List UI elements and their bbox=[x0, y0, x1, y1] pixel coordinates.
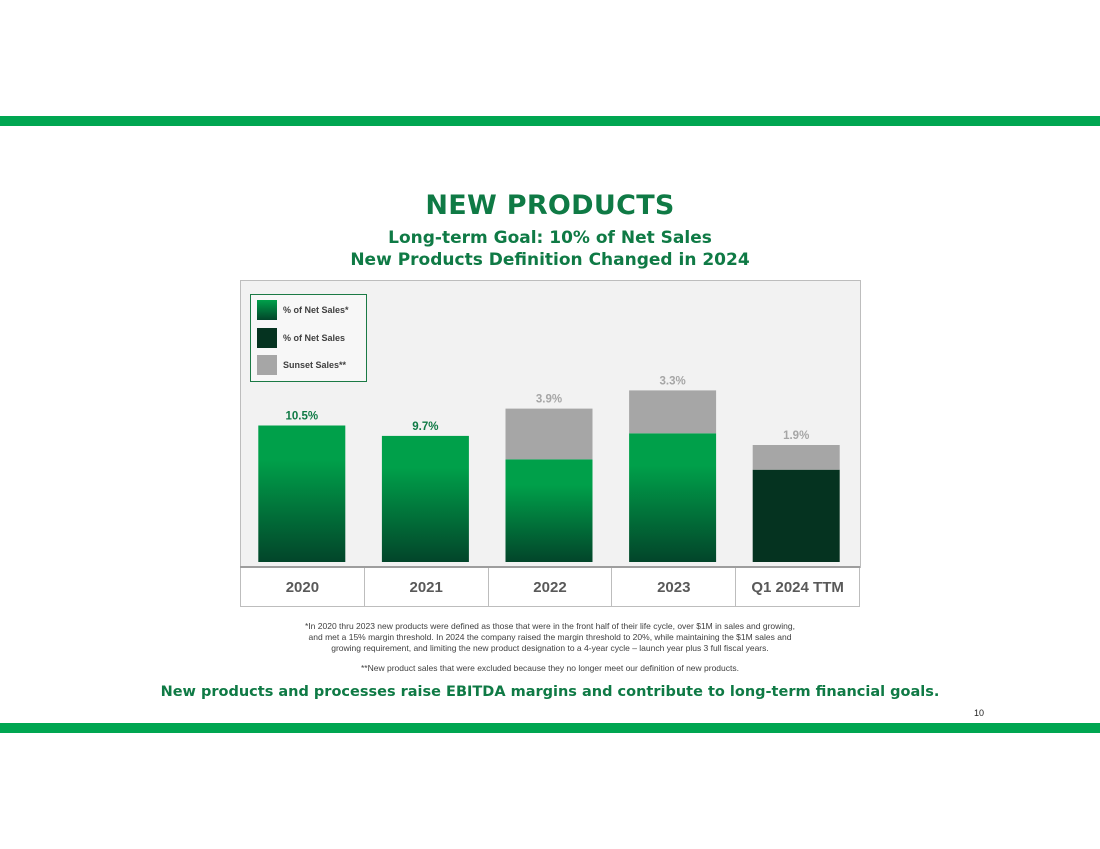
page-title: NEW PRODUCTS bbox=[425, 190, 675, 221]
legend-swatch-sunset bbox=[257, 355, 277, 375]
legend-label: % of Net Sales* bbox=[283, 305, 349, 315]
legend-item: Sunset Sales** bbox=[257, 355, 346, 375]
page-number: 10 bbox=[973, 708, 984, 718]
subtitle-goal: Long-term Goal: 10% of Net Sales bbox=[388, 228, 712, 248]
legend-swatch-net-sales bbox=[257, 328, 277, 348]
takeaway-statement: New products and processes raise EBITDA … bbox=[160, 684, 940, 700]
chart-x-axis-line bbox=[240, 566, 860, 568]
footnote-line: *In 2020 thru 2023 new products were def… bbox=[305, 621, 795, 631]
subtitle-definition: New Products Definition Changed in 2024 bbox=[350, 250, 750, 270]
legend-label: % of Net Sales bbox=[283, 333, 346, 343]
legend-label: Sunset Sales** bbox=[283, 360, 347, 370]
category-label: 2020 bbox=[241, 568, 365, 606]
footnote-sunset: **New product sales that were excluded b… bbox=[360, 663, 739, 673]
category-label: 2023 bbox=[612, 568, 737, 606]
footnote-line: growing requirement, and limiting the ne… bbox=[331, 643, 769, 653]
category-label: 2022 bbox=[489, 568, 613, 606]
legend-item: % of Net Sales* bbox=[257, 300, 349, 320]
chart-legend: % of Net Sales* % of Net Sales Sunset Sa… bbox=[250, 294, 367, 382]
legend-swatch-new-products bbox=[257, 300, 277, 320]
legend-item: % of Net Sales bbox=[257, 328, 345, 348]
category-label: 2021 bbox=[365, 568, 489, 606]
category-axis: 2020 2021 2022 2023 Q1 2024 TTM bbox=[240, 568, 860, 607]
footnote-line: and met a 15% margin threshold. In 2024 … bbox=[308, 632, 792, 642]
footnote-definition: *In 2020 thru 2023 new products were def… bbox=[0, 621, 1100, 654]
bottom-green-band bbox=[0, 723, 1100, 733]
category-label: Q1 2024 TTM bbox=[751, 578, 844, 596]
top-green-band bbox=[0, 116, 1100, 126]
